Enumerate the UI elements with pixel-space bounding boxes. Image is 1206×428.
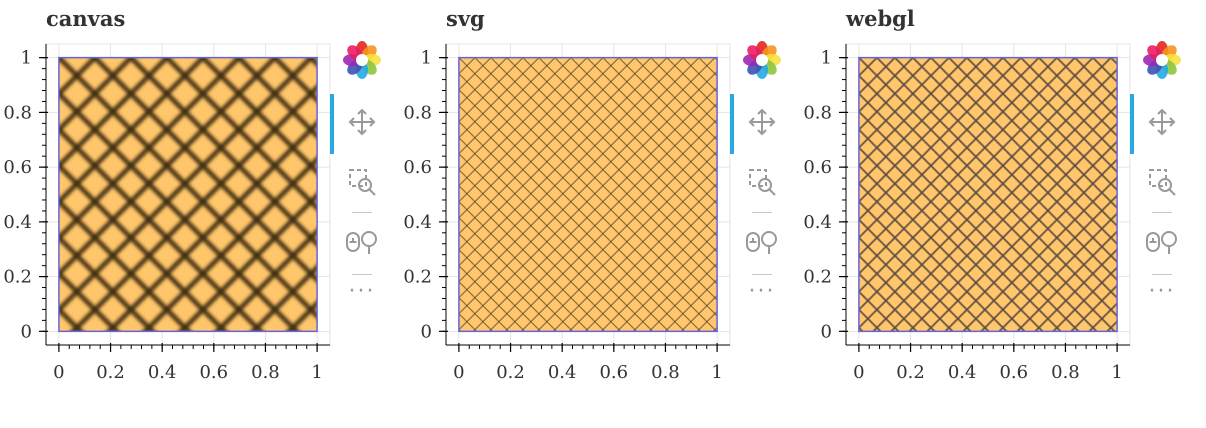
more-tools-icon[interactable]: ··· [1142, 278, 1182, 304]
x-tick-label: 0.6 [199, 362, 228, 383]
y-tick-label: 0.8 [803, 102, 832, 123]
more-tools-label: ··· [348, 278, 376, 304]
y-tick-label: 0.6 [403, 157, 432, 178]
active-tool-indicator [1130, 94, 1134, 154]
wheel-zoom-icon[interactable] [342, 224, 382, 260]
x-axis: 0 0.2 0.4 0.6 0.8 1 [46, 343, 330, 383]
x-tick-label: 1 [311, 362, 322, 383]
plot-title: canvas [46, 6, 126, 31]
hatch-layer [58, 57, 318, 332]
y-tick-label: 0.2 [803, 267, 832, 288]
plot-toolbar: ··· [1130, 40, 1186, 310]
plot-panel-canvas: canvas 0 0.2 0.4 0.6 0.8 1 0 0.2 0.4 0.6 0.8 1 ··· [0, 0, 400, 428]
box-zoom-icon[interactable] [342, 164, 382, 200]
bokeh-logo-icon[interactable] [342, 40, 382, 80]
y-axis: 0 0.2 0.4 0.6 0.8 1 [803, 44, 848, 345]
y-tick-label: 0 [421, 321, 432, 342]
y-tick-label: 1 [821, 48, 832, 69]
plot-panel-webgl: webgl 0 0.2 0.4 0.6 0.8 1 0 0.2 0.4 0.6 0.8 1 ··· [800, 0, 1200, 428]
hatch-layer [858, 57, 1118, 332]
area-outline [458, 56, 718, 333]
toolbar-separator [1152, 212, 1172, 213]
x-tick-label: 0.8 [251, 362, 280, 383]
y-axis: 0 0.2 0.4 0.6 0.8 1 [3, 44, 48, 345]
wheel-zoom-icon[interactable] [742, 224, 782, 260]
toolbar-separator [352, 212, 372, 213]
x-tick-label: 0.4 [948, 362, 977, 383]
x-tick-label: 0.6 [999, 362, 1028, 383]
y-tick-label: 0 [21, 321, 32, 342]
x-tick-label: 0.8 [1051, 362, 1080, 383]
y-tick-label: 0.4 [403, 212, 432, 233]
more-tools-label: ··· [748, 278, 776, 304]
box-zoom-icon[interactable] [1142, 164, 1182, 200]
x-tick-label: 0.8 [651, 362, 680, 383]
plot-toolbar: ··· [730, 40, 786, 310]
more-tools-label: ··· [1148, 278, 1176, 304]
y-axis: 0 0.2 0.4 0.6 0.8 1 [403, 44, 448, 345]
pan-icon[interactable] [1142, 104, 1182, 140]
x-tick-label: 0.2 [896, 362, 925, 383]
y-tick-label: 0.6 [803, 157, 832, 178]
active-tool-indicator [730, 94, 734, 154]
y-tick-label: 0.2 [3, 267, 32, 288]
x-tick-label: 1 [1111, 362, 1122, 383]
plot-panel-svg: svg 0 0.2 0.4 0.6 0.8 1 0 0.2 0.4 0.6 0.8 1 ··· [400, 0, 800, 428]
x-tick-label: 0.4 [148, 362, 177, 383]
x-tick-label: 0 [453, 362, 464, 383]
hatch-layer [458, 57, 718, 332]
toolbar-separator [752, 212, 772, 213]
x-tick-label: 0 [53, 362, 64, 383]
more-tools-icon[interactable]: ··· [742, 278, 782, 304]
pan-icon[interactable] [742, 104, 782, 140]
x-tick-label: 0.2 [496, 362, 525, 383]
y-tick-label: 0.4 [803, 212, 832, 233]
toolbar-separator [1152, 274, 1172, 275]
plot-title: webgl [846, 6, 915, 31]
x-axis: 0 0.2 0.4 0.6 0.8 1 [446, 343, 730, 383]
pan-icon[interactable] [342, 104, 382, 140]
toolbar-separator [352, 274, 372, 275]
bokeh-logo-icon[interactable] [1142, 40, 1182, 80]
y-tick-label: 0.6 [3, 157, 32, 178]
area-outline [58, 56, 318, 333]
y-tick-label: 0.2 [403, 267, 432, 288]
box-zoom-icon[interactable] [742, 164, 782, 200]
plot-toolbar: ··· [330, 40, 386, 310]
x-tick-label: 0.4 [548, 362, 577, 383]
plot-canvas[interactable]: 0 0.2 0.4 0.6 0.8 1 0 0.2 0.4 0.6 0.8 1 [400, 0, 800, 428]
x-tick-label: 0 [853, 362, 864, 383]
x-tick-label: 0.2 [96, 362, 125, 383]
area-outline [858, 56, 1118, 333]
plot-title: svg [446, 6, 485, 31]
more-tools-icon[interactable]: ··· [342, 278, 382, 304]
x-tick-label: 1 [711, 362, 722, 383]
wheel-zoom-icon[interactable] [1142, 224, 1182, 260]
active-tool-indicator [330, 94, 334, 154]
plot-canvas[interactable]: 0 0.2 0.4 0.6 0.8 1 0 0.2 0.4 0.6 0.8 1 [800, 0, 1200, 428]
y-tick-label: 0 [821, 321, 832, 342]
toolbar-separator [752, 274, 772, 275]
x-axis: 0 0.2 0.4 0.6 0.8 1 [846, 343, 1130, 383]
y-tick-label: 1 [421, 48, 432, 69]
x-tick-label: 0.6 [599, 362, 628, 383]
bokeh-logo-icon[interactable] [742, 40, 782, 80]
y-tick-label: 0.4 [3, 212, 32, 233]
plot-canvas[interactable]: 0 0.2 0.4 0.6 0.8 1 0 0.2 0.4 0.6 0.8 1 [0, 0, 400, 428]
y-tick-label: 1 [21, 48, 32, 69]
y-tick-label: 0.8 [3, 102, 32, 123]
y-tick-label: 0.8 [403, 102, 432, 123]
